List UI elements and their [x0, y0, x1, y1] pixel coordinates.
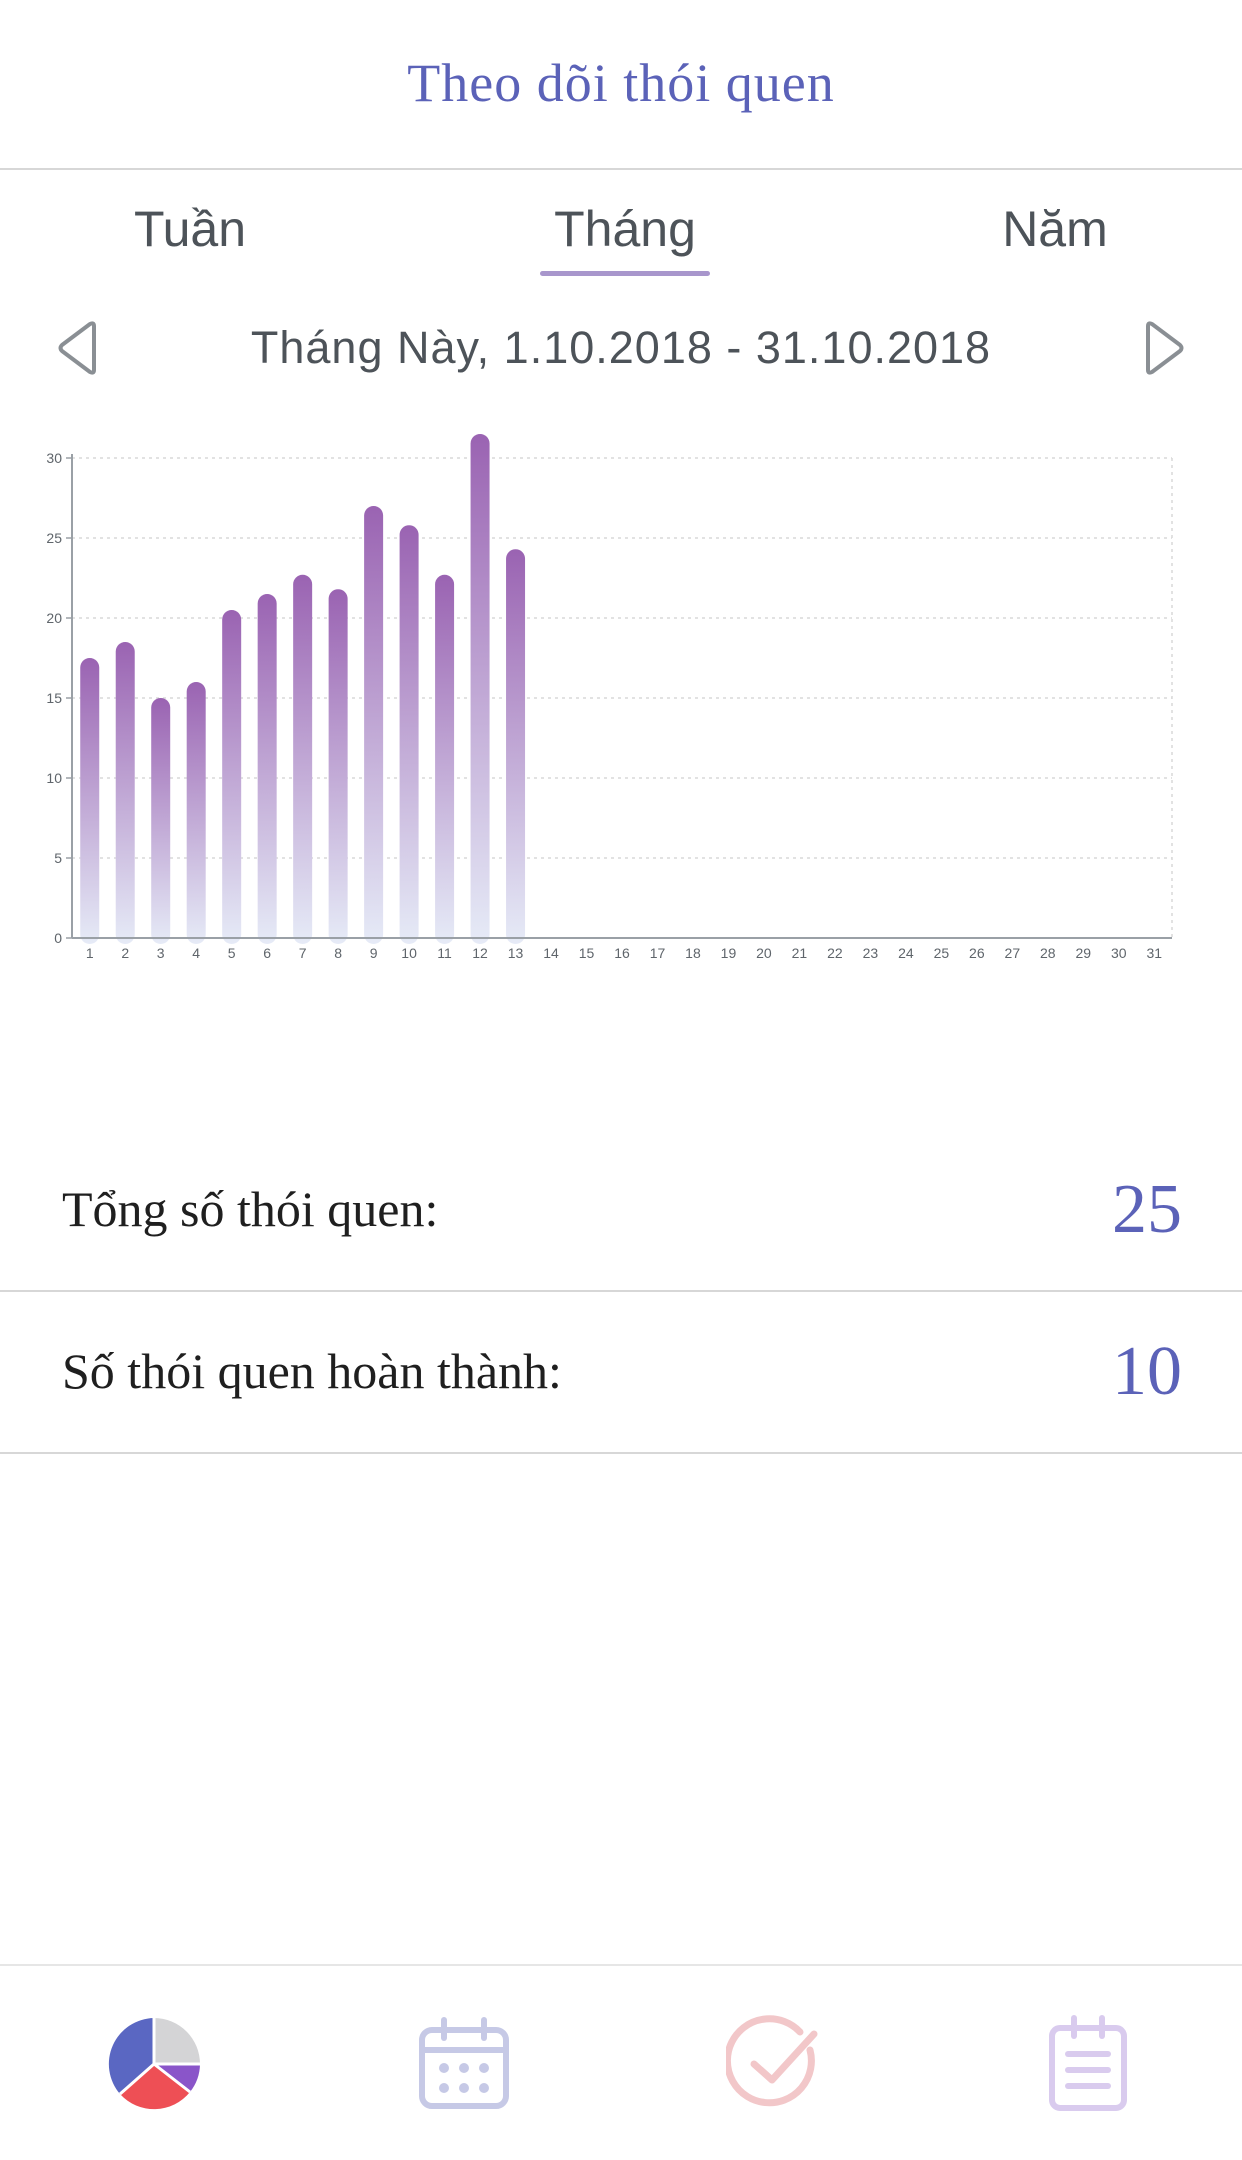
x-tick-label: 10 [401, 945, 417, 961]
y-tick-label: 30 [46, 450, 62, 466]
bar [115, 642, 135, 944]
completed-habits-label: Số thói quen hoàn thành: [62, 1343, 562, 1399]
y-tick-label: 20 [46, 610, 62, 626]
date-range-row: Tháng Này, 1.10.2018 - 31.10.2018 [0, 310, 1242, 390]
bottom-tab-bar [0, 1964, 1242, 2160]
page-title: Theo dõi thói quen [407, 53, 835, 113]
x-tick-label: 26 [969, 945, 985, 961]
bar [435, 574, 455, 944]
bar [257, 594, 277, 944]
calendar-icon[interactable] [414, 2014, 514, 2114]
x-tick-label: 13 [508, 945, 524, 961]
x-tick-label: 19 [721, 945, 737, 961]
y-tick-label: 15 [46, 690, 62, 706]
monthly-chart: 0 5 10 15 20 25 30 1 2 3 4 5 6 7 8 9 10 11 12 13 14 15 16 17 18 1… [0, 410, 1242, 970]
bar [506, 549, 526, 944]
chevron-left-icon[interactable] [54, 320, 104, 376]
x-tick-label: 17 [650, 945, 666, 961]
completed-habits-value: 10 [1112, 1333, 1182, 1410]
x-tick-label: 14 [543, 945, 559, 961]
y-tick-label: 10 [46, 770, 62, 786]
y-tick-label: 0 [54, 930, 62, 946]
bar [328, 589, 348, 944]
tab-year-label: Năm [1002, 201, 1108, 257]
bar [222, 610, 242, 944]
bar [186, 682, 206, 944]
y-tick-label: 5 [54, 850, 62, 866]
bar [293, 574, 313, 944]
chevron-right-icon[interactable] [1138, 320, 1188, 376]
bar [364, 506, 384, 944]
tab-week[interactable]: Tuần [130, 200, 250, 258]
x-tick-label: 4 [192, 945, 200, 961]
active-tab-indicator [540, 271, 710, 276]
x-tick-label: 25 [934, 945, 950, 961]
bar [80, 658, 100, 944]
x-tick-label: 30 [1111, 945, 1127, 961]
x-tick-label: 15 [579, 945, 595, 961]
x-tick-label: 28 [1040, 945, 1056, 961]
x-tick-label: 6 [263, 945, 271, 961]
x-tick-label: 24 [898, 945, 914, 961]
date-range-label: Tháng Này, 1.10.2018 - 31.10.2018 [250, 322, 992, 373]
tab-month[interactable]: Tháng [540, 200, 710, 276]
tab-year[interactable]: Năm [990, 200, 1120, 258]
total-habits-label: Tổng số thói quen: [62, 1181, 439, 1237]
x-tick-label: 11 [437, 945, 452, 961]
bar [470, 434, 490, 944]
x-tick-label: 3 [157, 945, 165, 961]
total-habits-value: 25 [1112, 1171, 1182, 1248]
x-tick-label: 7 [299, 945, 307, 961]
x-tick-label: 18 [685, 945, 701, 961]
x-tick-label: 21 [792, 945, 808, 961]
bar [151, 698, 171, 944]
period-tabs: Tuần Tháng Năm [0, 172, 1242, 292]
x-tick-label: 12 [472, 945, 488, 961]
x-tick-label: 1 [86, 945, 94, 961]
x-tick-label: 9 [370, 945, 378, 961]
x-tick-label: 23 [863, 945, 879, 961]
header: Theo dõi thói quen [0, 0, 1242, 170]
x-tick-label: 2 [121, 945, 129, 961]
tab-month-label: Tháng [554, 201, 696, 257]
x-tick-label: 16 [614, 945, 630, 961]
completed-habits-row: Số thói quen hoàn thành: 10 [0, 1292, 1242, 1454]
x-tick-label: 8 [334, 945, 342, 961]
chart-grid [72, 457, 1173, 938]
notes-icon[interactable] [1038, 2014, 1138, 2114]
chart-bars [80, 434, 526, 944]
x-tick-label: 20 [756, 945, 772, 961]
check-icon[interactable] [723, 2014, 826, 2114]
x-tick-label: 29 [1076, 945, 1092, 961]
x-tick-label: 27 [1005, 945, 1021, 961]
total-habits-row: Tổng số thói quen: 25 [0, 1130, 1242, 1292]
pie-chart-icon[interactable] [104, 2014, 204, 2114]
y-tick-label: 25 [46, 530, 62, 546]
tab-week-label: Tuần [133, 201, 247, 257]
x-tick-label: 31 [1146, 945, 1162, 961]
x-tick-label: 5 [228, 945, 236, 961]
bar [399, 525, 419, 944]
x-tick-label: 22 [827, 945, 843, 961]
